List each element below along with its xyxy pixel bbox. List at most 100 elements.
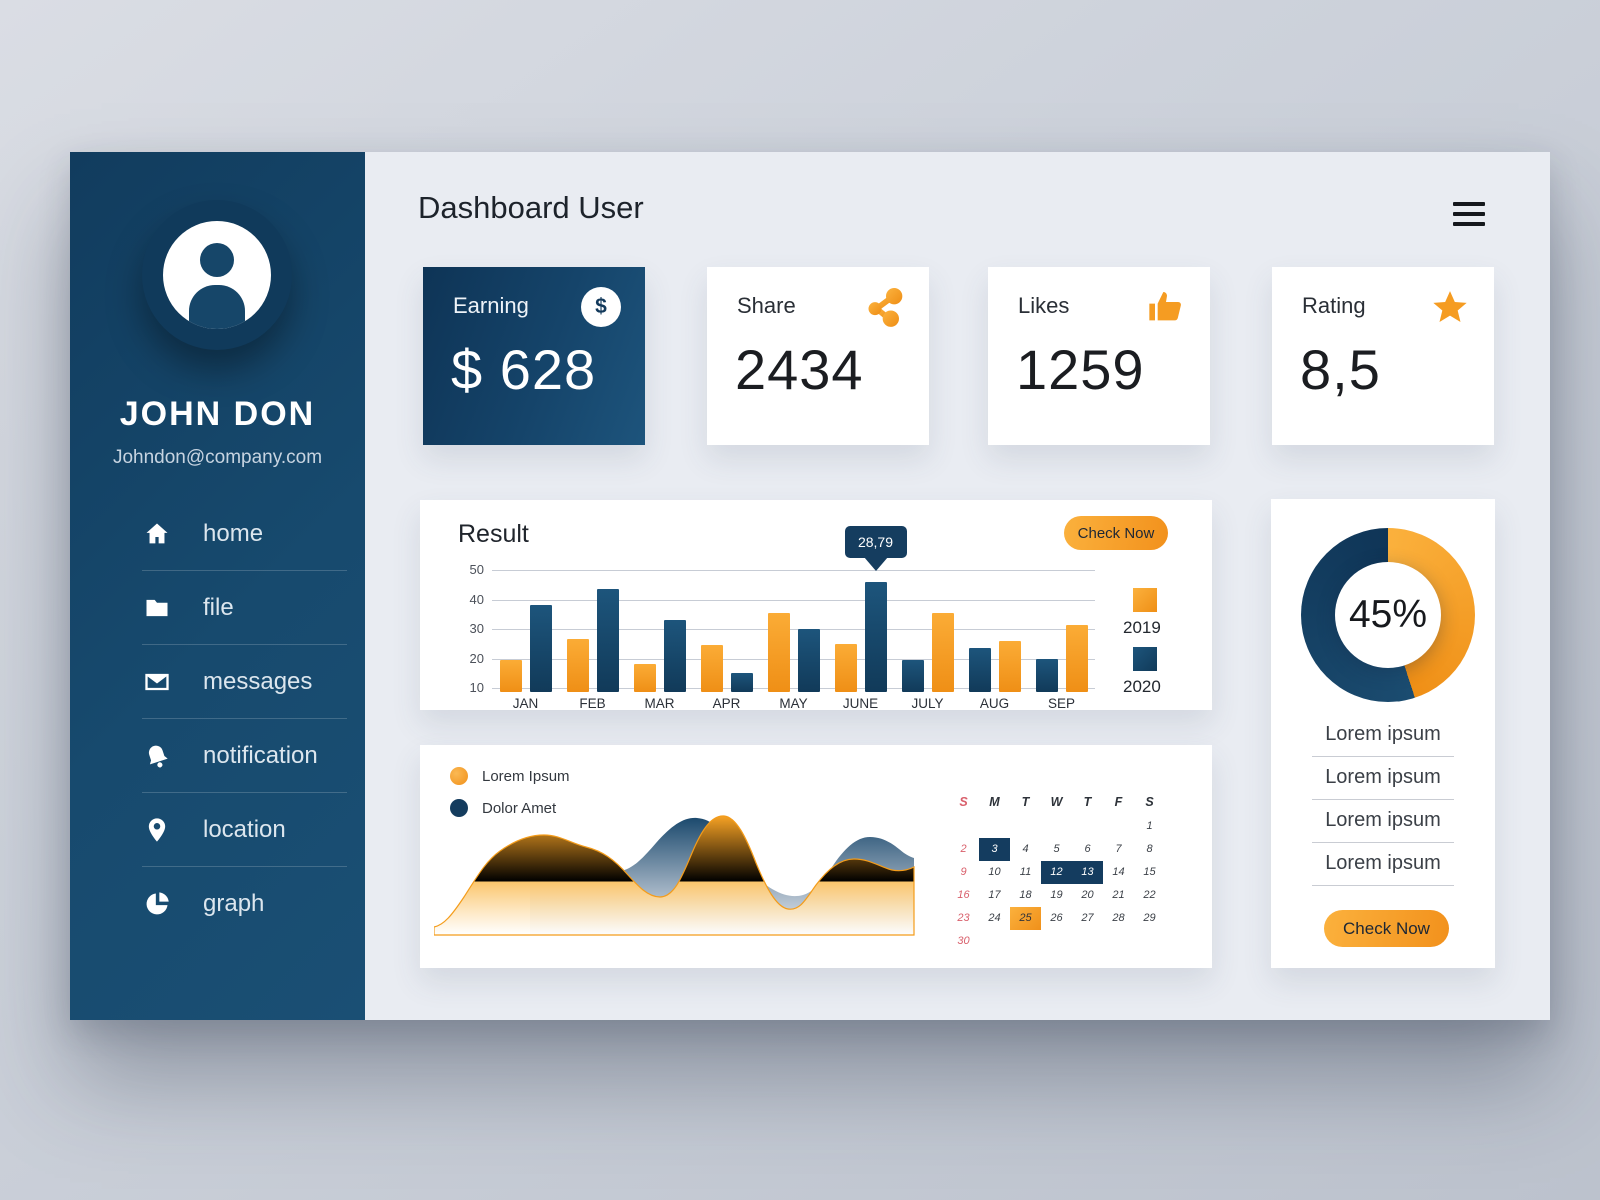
calendar-day-15[interactable]: 15 (1143, 866, 1156, 878)
calendar-day-empty (1103, 930, 1134, 953)
stat-value: 2434 (735, 338, 864, 401)
sidebar-item-home[interactable]: home (70, 497, 365, 571)
calendar-day-empty (1010, 930, 1041, 953)
stat-card-likes: Likes 1259 (988, 267, 1210, 445)
bar-2019-feb (566, 639, 589, 692)
gridline (492, 629, 1095, 630)
stat-card-share: Share 2434 (707, 267, 929, 445)
x-axis-label: JAN (512, 696, 539, 711)
calendar-day-20[interactable]: 20 (1081, 889, 1094, 901)
stat-label: Rating (1302, 293, 1366, 318)
bar-2019-apr (700, 645, 723, 692)
calendar-day-empty (948, 815, 979, 838)
calendar-day-30[interactable]: 30 (957, 935, 970, 947)
calendar-day-1[interactable]: 1 (1146, 820, 1153, 832)
calendar-weekday-header: T (1021, 795, 1030, 809)
calendar-day-27[interactable]: 27 (1081, 912, 1094, 924)
bell-icon (142, 741, 172, 771)
gridline (492, 658, 1095, 660)
stat-card-earning: Earning $ $ 628 (423, 267, 645, 445)
avatar-disc (163, 221, 271, 329)
bar-2020-june (864, 581, 887, 692)
page-title: Dashboard User (418, 190, 644, 225)
calendar-day-6[interactable]: 6 (1084, 843, 1091, 855)
location-pin-icon (142, 815, 172, 845)
orange-legend-dot-icon (450, 767, 468, 785)
divider (142, 644, 347, 645)
calendar-day-7[interactable]: 7 (1115, 843, 1122, 855)
calendar-weekday-header: T (1083, 795, 1092, 809)
result-chart-title: Result (458, 520, 529, 548)
sidebar-item-label: graph (203, 890, 265, 917)
calendar-day-17[interactable]: 17 (988, 889, 1001, 901)
check-now-button[interactable]: Check Now (1324, 910, 1449, 947)
calendar-day-14[interactable]: 14 (1112, 866, 1125, 878)
bar-2019-july (931, 612, 954, 692)
sidebar-item-notification[interactable]: notification (70, 719, 365, 793)
calendar-day-21[interactable]: 21 (1112, 889, 1125, 901)
y-axis-tick: 50 (469, 562, 484, 577)
bar-2020-apr (730, 673, 753, 692)
calendar-day-12[interactable]: 12 (1041, 861, 1072, 884)
envelope-icon (142, 667, 172, 697)
check-now-button[interactable]: Check Now (1064, 516, 1168, 550)
area-chart (434, 815, 915, 936)
calendar-day-22[interactable]: 22 (1143, 889, 1156, 901)
calendar-day-10[interactable]: 10 (988, 866, 1001, 878)
calendar-day-19[interactable]: 19 (1050, 889, 1063, 901)
calendar-day-9[interactable]: 9 (960, 866, 967, 878)
profile-email: Johndon@company.com (112, 447, 323, 468)
progress-card: 45% Lorem ipsum Lorem ipsum Lorem ipsum Lor… (1271, 499, 1495, 968)
calendar-day-11[interactable]: 11 (1019, 866, 1032, 878)
stat-value: $ 628 (451, 338, 597, 401)
calendar-day-25[interactable]: 25 (1010, 907, 1041, 930)
calendar-day-28[interactable]: 28 (1112, 912, 1125, 924)
calendar-day-29[interactable]: 29 (1143, 912, 1156, 924)
calendar-day-empty (1072, 930, 1103, 953)
calendar-day-24[interactable]: 24 (988, 912, 1001, 924)
stat-value: 8,5 (1300, 338, 1381, 401)
progress-list-item: Lorem ipsum (1312, 757, 1454, 800)
sidebar-item-graph[interactable]: graph (70, 867, 365, 941)
sidebar-item-label: location (203, 816, 286, 843)
x-axis-label: MAY (779, 696, 808, 711)
legend-swatch-2019 (1133, 588, 1157, 612)
calendar-day-5[interactable]: 5 (1053, 843, 1060, 855)
calendar-day-empty (1072, 815, 1103, 838)
legend-label: Dolor Amet (482, 799, 557, 817)
calendar-day-23[interactable]: 23 (957, 912, 970, 924)
profile-name: JOHN DON (119, 395, 316, 433)
x-axis-label: AUG (979, 696, 1010, 711)
progress-list-item: Lorem ipsum (1312, 714, 1454, 757)
calendar-day-8[interactable]: 8 (1146, 843, 1153, 855)
legend-label: 2019 (1123, 618, 1161, 637)
bar-2019-may (767, 612, 790, 692)
folder-icon (142, 593, 172, 623)
y-axis-tick: 40 (469, 591, 484, 607)
calendar-day-16[interactable]: 16 (957, 889, 970, 901)
sidebar-item-location[interactable]: location (70, 793, 365, 867)
hamburger-menu-icon[interactable] (1453, 202, 1485, 230)
calendar-day-empty (1103, 815, 1134, 838)
calendar-day-26[interactable]: 26 (1050, 912, 1063, 924)
calendar-weekday-header: F (1114, 795, 1123, 809)
sidebar-item-file[interactable]: file (70, 571, 365, 645)
gridline (492, 570, 1095, 571)
trend-card: Lorem Ipsum Dolor Amet (420, 745, 1212, 968)
donut-percent: 45% (1348, 593, 1428, 636)
calendar-day-13[interactable]: 13 (1072, 861, 1103, 884)
sidebar: JOHN DON Johndon@company.com home file mes… (70, 152, 365, 1020)
stat-label: Share (737, 293, 796, 318)
y-axis-tick: 20 (469, 650, 484, 666)
calendar-day-4[interactable]: 4 (1022, 843, 1029, 855)
calendar-day-2[interactable]: 2 (960, 843, 967, 855)
calendar-day-18[interactable]: 18 (1019, 889, 1032, 901)
sidebar-item-label: home (203, 520, 264, 547)
legend-item: Dolor Amet (450, 799, 556, 817)
calendar-day-3[interactable]: 3 (979, 838, 1010, 861)
x-axis-label: JUNE (842, 696, 879, 711)
bar-2019-june (834, 643, 857, 692)
sidebar-item-messages[interactable]: messages (70, 645, 365, 719)
gridline (492, 599, 1095, 601)
divider (142, 866, 347, 867)
